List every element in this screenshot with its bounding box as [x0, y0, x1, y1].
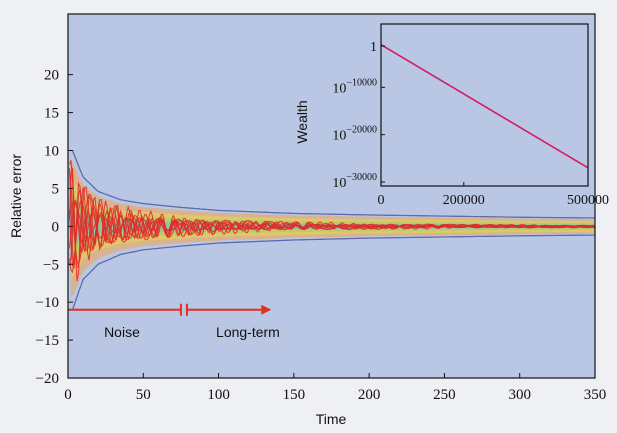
inset-x-tick-label: 0	[378, 193, 385, 208]
x-tick-label: 200	[358, 387, 381, 403]
noise-label: Noise	[104, 324, 140, 340]
main-y-ticks: −20 −15 −10 −5 0 5 10 15 20	[36, 68, 73, 387]
y-tick-label: 15	[44, 106, 59, 122]
y-tick-label: 5	[52, 181, 60, 197]
y-tick-label: −15	[36, 333, 59, 349]
main-frame	[67, 13, 596, 379]
y-tick-label: 10	[44, 144, 59, 160]
x-tick-label: 250	[433, 387, 456, 403]
longterm-label: Long-term	[216, 324, 280, 340]
inset-y-tick-label: 10−30000	[332, 172, 377, 191]
arrow-head	[261, 304, 272, 315]
wealth-line	[380, 44, 589, 169]
y-tick-label: −10	[36, 295, 59, 311]
x-tick-label: 0	[64, 387, 72, 403]
inset-x-tick-label: 200000	[443, 193, 485, 208]
x-tick-label: 150	[283, 387, 306, 403]
inset-y-tick-label: 10−20000	[332, 125, 377, 144]
x-tick-label: 300	[508, 387, 531, 403]
y-tick-label: 0	[52, 219, 60, 235]
x-tick-label: 50	[136, 387, 151, 403]
envelope-upper	[71, 150, 595, 219]
y-tick-label: −5	[43, 257, 59, 273]
x-tick-label: 350	[584, 387, 607, 403]
noise-trace	[68, 169, 596, 269]
inset-y-tick-label: 1	[370, 40, 377, 55]
y-tick-label: 20	[44, 68, 59, 84]
main-noise-traces	[68, 160, 596, 282]
x-tick-label: 100	[207, 387, 230, 403]
inset-y-tick-label: 10−10000	[332, 77, 377, 96]
inset-x-tick-label: 500000	[567, 193, 609, 208]
inset-frame	[380, 23, 589, 187]
inset-x-ticks: 0 200000 500000	[378, 182, 609, 208]
main-annotations: Noise Long-term	[68, 303, 280, 340]
main-x-ticks: 0 50 100 150 200 250 300 350	[64, 373, 606, 403]
inset-y-axis-label: Wealth	[294, 100, 310, 143]
y-tick-label: −20	[36, 371, 59, 387]
inset-chart: 0 200000 500000 110−1000010−2000010−30000 …	[294, 23, 609, 208]
y-axis-label: Relative error	[8, 154, 24, 238]
inset-y-ticks: 1 10−10000 10−20000 10−30000	[332, 40, 385, 191]
inset-plot-area	[381, 24, 588, 186]
envelope-lower	[71, 234, 595, 311]
inset-series	[380, 44, 589, 169]
main-envelope	[71, 150, 595, 311]
x-axis-label: Time	[316, 411, 347, 427]
